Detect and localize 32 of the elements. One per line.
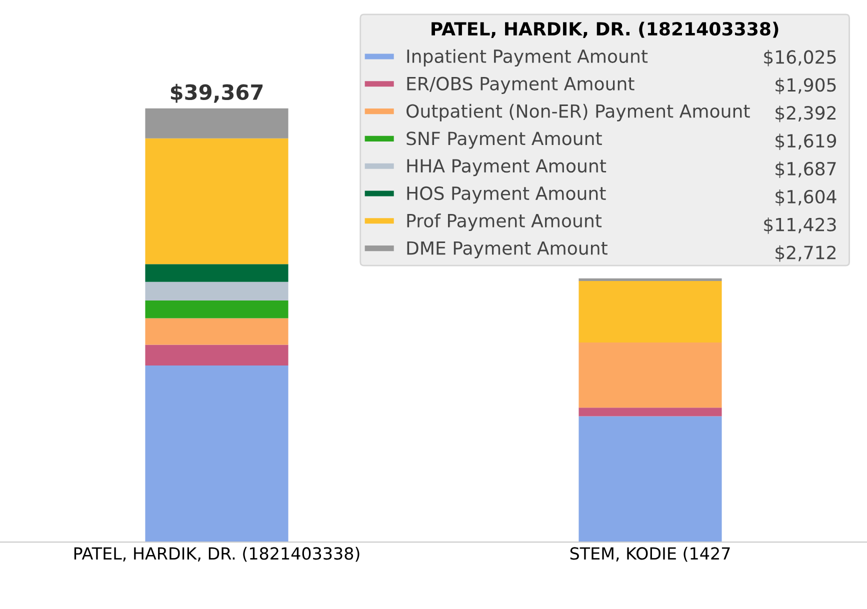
legend-label: HOS Payment Amount bbox=[407, 186, 606, 204]
legend-label: ER/OBS Payment Amount bbox=[407, 76, 634, 94]
bar bbox=[145, 108, 288, 138]
bar bbox=[145, 138, 288, 264]
bar bbox=[145, 318, 288, 345]
bar bbox=[145, 300, 288, 318]
annotation: $1,687 bbox=[776, 162, 836, 178]
legend-title: PATEL, HARDIK, DR. (1821403338) bbox=[432, 22, 778, 38]
legend-label: Prof Payment Amount bbox=[407, 214, 602, 231]
bar bbox=[145, 366, 288, 542]
legend-label: SNF Payment Amount bbox=[406, 132, 602, 149]
bar bbox=[145, 264, 288, 282]
annotation: $39,367 bbox=[170, 84, 263, 103]
bar bbox=[578, 342, 722, 408]
legend-label: Outpatient (Non-ER) Payment Amount bbox=[406, 104, 750, 122]
bar bbox=[578, 408, 722, 416]
annotation: $2,392 bbox=[776, 106, 836, 122]
annotation: $1,619 bbox=[776, 134, 836, 150]
bar bbox=[578, 280, 722, 343]
text: $1,905 bbox=[776, 78, 836, 94]
legend-label: DME Payment Amount bbox=[407, 241, 608, 258]
annotation: $2,712 bbox=[776, 245, 836, 262]
bar bbox=[145, 344, 288, 366]
bar bbox=[578, 416, 722, 542]
text: $16,025 bbox=[764, 50, 836, 66]
bar bbox=[145, 282, 288, 300]
legend-label: HHA Payment Amount bbox=[407, 159, 606, 176]
annotation: $11,423 bbox=[764, 217, 836, 234]
x-tick-label: STEM, KODIE (1427 bbox=[570, 546, 730, 562]
legend-label: Inpatient Payment Amount bbox=[407, 49, 648, 67]
bar bbox=[578, 278, 722, 281]
annotation: $1,604 bbox=[776, 190, 836, 206]
